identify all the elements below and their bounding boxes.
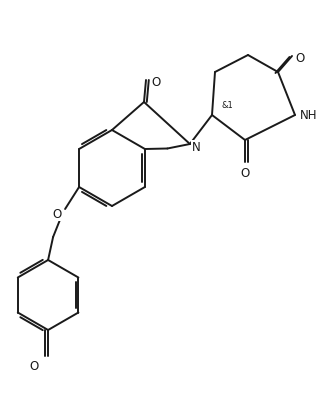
Text: O: O <box>151 75 161 88</box>
Text: O: O <box>240 167 249 179</box>
Text: O: O <box>295 51 305 64</box>
Text: N: N <box>191 141 200 154</box>
Text: NH: NH <box>300 109 318 122</box>
Text: O: O <box>29 359 39 372</box>
Text: O: O <box>52 207 62 220</box>
Text: &1: &1 <box>221 100 233 109</box>
